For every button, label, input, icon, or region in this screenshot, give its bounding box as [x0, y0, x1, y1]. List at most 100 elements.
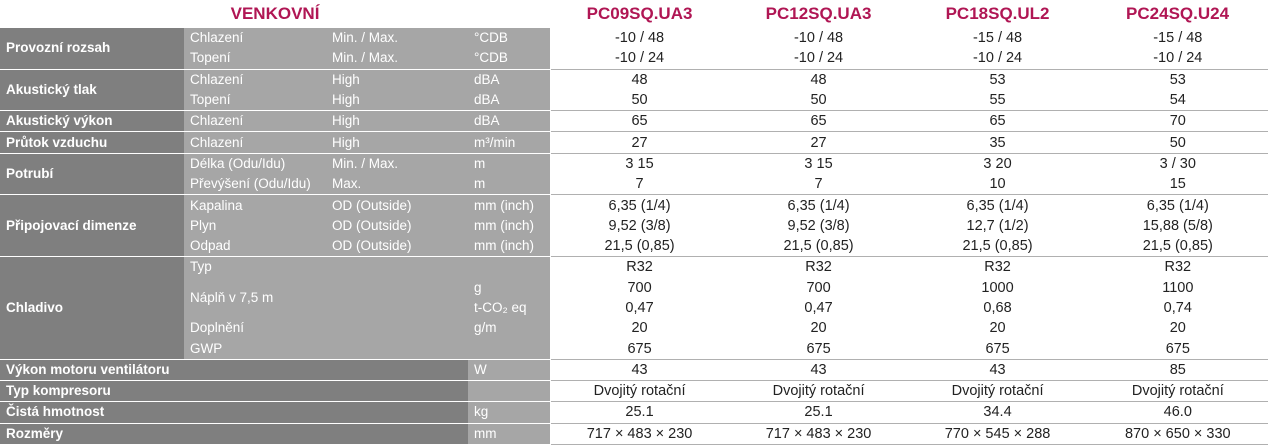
unit-label: mm (inch)	[468, 215, 551, 236]
unit-label: W	[468, 359, 551, 382]
sub-label: Délka (Odu/Idu)	[184, 153, 326, 175]
table-row: Výkon motoru ventilátoru W 43 43 43 85	[0, 359, 1268, 382]
value-cell: 50	[728, 89, 909, 112]
condition-label: Min. / Max.	[326, 48, 468, 70]
table-title: VENKOVNÍ	[0, 0, 551, 28]
unit-label: g	[468, 277, 551, 298]
model-header: PC09SQ.UA3	[550, 0, 730, 28]
model-header: PC12SQ.UA3	[729, 0, 909, 28]
value-cell: 25.1	[549, 401, 730, 424]
category-label: Potrubí	[0, 153, 184, 196]
value-cell: 3 15	[728, 153, 909, 175]
value-cell: 35	[907, 131, 1088, 154]
sub-label: Typ	[184, 256, 326, 278]
value-cell: 20	[1086, 318, 1268, 339]
table-row: Topení Min. / Max. °CDB -10 / 24 -10 / 2…	[0, 48, 1268, 70]
value-cell: Dvojitý rotační	[549, 380, 730, 403]
value-cell: 9,52 (3/8)	[728, 215, 909, 236]
condition-label: High	[326, 110, 468, 133]
value-cell: 48	[549, 69, 730, 90]
unit-label: m	[468, 174, 551, 196]
value-cell: Dvojitý rotační	[1086, 380, 1268, 403]
sub-label: Chlazení	[184, 110, 326, 133]
unit-label: °CDB	[468, 28, 551, 49]
value-cell: -10 / 24	[1086, 48, 1268, 70]
unit-label: m	[468, 153, 551, 175]
value-cell: 7	[728, 174, 909, 196]
value-cell: 54	[1086, 89, 1268, 112]
value-cell: 15,88 (5/8)	[1086, 215, 1268, 236]
condition-label: High	[326, 69, 468, 90]
condition-label: High	[326, 89, 468, 112]
category-label: Akustický výkon	[0, 110, 184, 133]
value-cell: 6,35 (1/4)	[549, 194, 730, 216]
value-cell: 700	[728, 277, 909, 298]
unit-label: m³/min	[468, 131, 551, 154]
value-cell: Dvojitý rotační	[728, 380, 909, 403]
value-cell: 50	[1086, 131, 1268, 154]
value-cell: 717 × 483 × 230	[728, 423, 909, 445]
value-cell: 675	[549, 338, 730, 360]
table-row: Čistá hmotnost kg 25.1 25.1 34.4 46.0	[0, 401, 1268, 424]
value-cell: 1000	[907, 277, 1088, 298]
unit-label: dBA	[468, 110, 551, 133]
value-cell: 1100	[1086, 277, 1268, 298]
unit-label: mm	[468, 423, 551, 445]
table-row: Topení High dBA 50 50 55 54	[0, 89, 1268, 112]
category-label: Čistá hmotnost	[0, 401, 468, 424]
value-cell: R32	[728, 256, 909, 278]
value-cell: 3 15	[549, 153, 730, 175]
value-cell: 770 × 545 × 288	[907, 423, 1088, 445]
condition-label: High	[326, 131, 468, 154]
table-row: Odpad OD (Outside) mm (inch) 21,5 (0,85)…	[0, 235, 1268, 258]
sub-label: Chlazení	[184, 28, 326, 49]
value-cell: -10 / 48	[728, 28, 909, 49]
value-cell: 3 / 30	[1086, 153, 1268, 175]
value-cell: 43	[549, 359, 730, 382]
unit-label: g/m	[468, 318, 551, 339]
value-cell: 10	[907, 174, 1088, 196]
sub-label: Plyn	[184, 215, 326, 236]
value-cell: 43	[907, 359, 1088, 382]
value-cell: 20	[728, 318, 909, 339]
header-row: VENKOVNÍ PC09SQ.UA3 PC12SQ.UA3 PC18SQ.UL…	[0, 0, 1268, 28]
sub-label: Topení	[184, 48, 326, 70]
sub-label: Chlazení	[184, 131, 326, 154]
value-cell: 65	[549, 110, 730, 133]
value-cell: 7	[549, 174, 730, 196]
unit-label: t-CO₂ eq	[468, 297, 551, 319]
value-cell: 6,35 (1/4)	[1086, 194, 1268, 216]
table-row: Chladivo Typ R32 R32 R32 R32	[0, 256, 1268, 360]
sub-label: Doplnění	[184, 318, 326, 339]
value-cell: 675	[728, 338, 909, 360]
table-row: t-CO₂ eq 0,47 0,47 0,68 0,74	[0, 297, 1268, 319]
table-row: Doplnění g/m 20 20 20 20	[0, 318, 1268, 339]
table-row: Připojovací dimenze Kapalina OD (Outside…	[0, 194, 1268, 258]
table-row: Náplň v 7,5 m g 700 700 1000 1100	[0, 277, 1268, 319]
sub-label: GWP	[184, 338, 326, 360]
table-row: Plyn OD (Outside) mm (inch) 9,52 (3/8) 9…	[0, 215, 1268, 236]
value-cell: 43	[728, 359, 909, 382]
sub-label: Odpad	[184, 235, 326, 258]
value-cell: 27	[549, 131, 730, 154]
category-label: Provozní rozsah	[0, 28, 184, 70]
value-cell: 870 × 650 × 330	[1086, 423, 1268, 445]
value-cell: 20	[907, 318, 1088, 339]
value-cell: 27	[728, 131, 909, 154]
model-header: PC18SQ.UL2	[908, 0, 1088, 28]
value-cell: 0,68	[907, 297, 1088, 319]
condition-label: Min. / Max.	[326, 153, 468, 175]
condition-label: OD (Outside)	[326, 215, 468, 236]
value-cell: 53	[1086, 69, 1268, 90]
category-label: Chladivo	[0, 256, 184, 360]
value-cell: 675	[1086, 338, 1268, 360]
table-row: Akustický tlak Chlazení High dBA 48 48 5…	[0, 69, 1268, 112]
value-cell: 21,5 (0,85)	[728, 235, 909, 258]
unit-label: dBA	[468, 89, 551, 112]
value-cell: 6,35 (1/4)	[728, 194, 909, 216]
value-cell: 21,5 (0,85)	[1086, 235, 1268, 258]
table-row: Rozměry mm 717 × 483 × 230 717 × 483 × 2…	[0, 423, 1268, 445]
value-cell: 34.4	[907, 401, 1088, 424]
value-cell: 0,74	[1086, 297, 1268, 319]
table-row: Průtok vzduchu Chlazení High m³/min 27 2…	[0, 131, 1268, 154]
